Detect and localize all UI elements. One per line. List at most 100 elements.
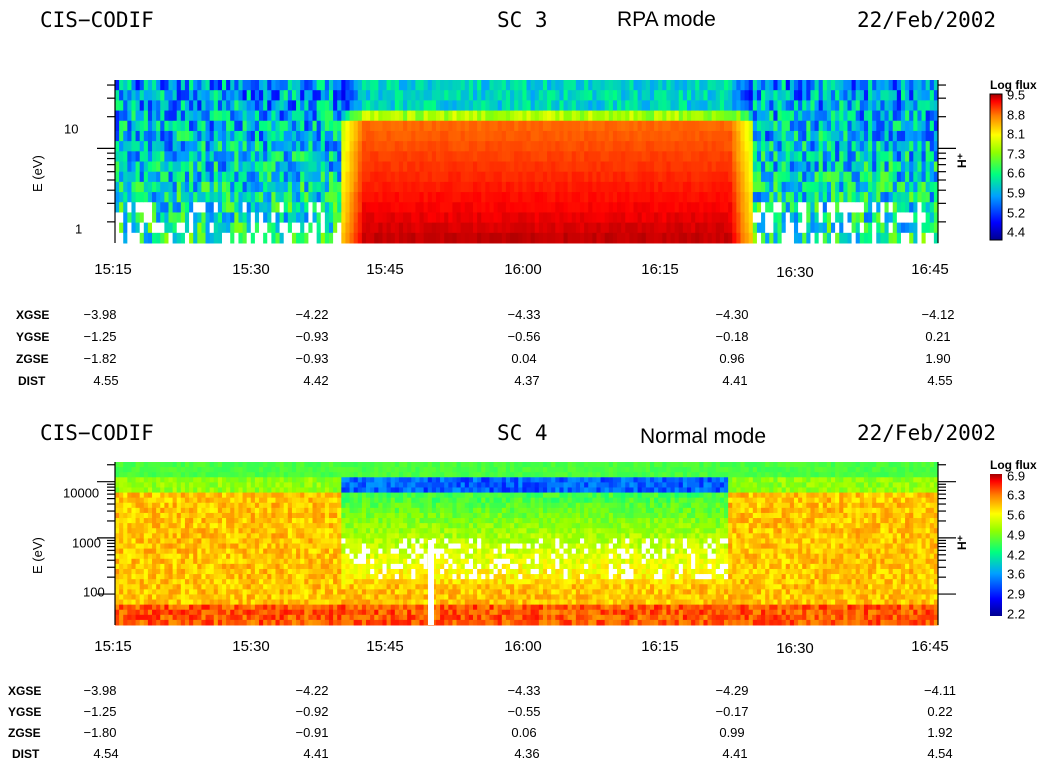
spectrogram-cell [826, 171, 832, 183]
spectrogram-cell [324, 619, 330, 626]
spectrogram-cell [423, 100, 429, 112]
spectrogram-cell [263, 584, 268, 590]
spectrogram-cell [608, 90, 614, 101]
spectrogram-cell [300, 512, 305, 519]
spectrogram-cell [522, 141, 527, 152]
spectrogram-cell [641, 120, 647, 132]
spectrogram-cell [283, 181, 289, 193]
spectrogram-cell [547, 90, 552, 101]
spectrogram-cell [333, 171, 338, 183]
spectrogram-cell [341, 487, 346, 494]
spectrogram-cell [460, 90, 466, 101]
spectrogram-cell [892, 130, 898, 142]
spectrogram-cell [715, 120, 721, 132]
spectrogram-cell [328, 477, 334, 483]
spectrogram-cell [814, 212, 820, 224]
spectrogram-cell [291, 90, 297, 101]
spectrogram-cell [209, 619, 215, 626]
spectrogram-cell [460, 80, 466, 91]
spectrogram-cell [143, 584, 149, 590]
spectrogram-cell [127, 599, 132, 606]
spectrogram-cell [316, 90, 322, 101]
spectrogram-cell [324, 568, 330, 575]
spectrogram-cell [308, 100, 314, 112]
spectrogram-cell [584, 181, 589, 193]
spectrogram-cell [300, 110, 305, 122]
spectrogram-cell [724, 120, 729, 132]
spectrogram-cell [226, 487, 231, 494]
spectrogram-cell [312, 151, 318, 162]
spectrogram-cell [156, 518, 161, 524]
spectrogram-cell [189, 181, 194, 193]
spectrogram-cell [370, 212, 375, 224]
spectrogram-cell [440, 192, 445, 203]
spectrogram-cell [291, 222, 297, 234]
spectrogram-cell [168, 579, 174, 585]
spectrogram-cell [390, 202, 396, 213]
spectrogram-cell [316, 232, 322, 244]
spectrogram-cell [156, 161, 161, 173]
spectrogram-cell [164, 487, 169, 494]
spectrogram-cell [316, 192, 322, 203]
spectrogram-cell [756, 120, 762, 132]
spectrogram-cell [880, 90, 886, 101]
spectrogram-cell [217, 558, 223, 565]
spectrogram-cell [221, 584, 227, 590]
spectrogram-cell [929, 110, 935, 122]
spectrogram-cell [810, 151, 816, 162]
spectrogram-cell [320, 568, 326, 575]
spectrogram-cell [328, 141, 334, 152]
spectrogram-cell [279, 120, 285, 132]
spectrogram-cell [172, 477, 178, 483]
spectrogram-cell [333, 462, 338, 468]
spectrogram-cell [180, 619, 186, 626]
spectrogram-cell [933, 80, 939, 91]
spectrogram-cell [798, 100, 803, 112]
spectrogram-cell [139, 467, 145, 473]
spectrogram-cell [123, 518, 128, 524]
spectrogram-cell [234, 512, 239, 519]
spectrogram-cell [398, 90, 404, 101]
spectrogram-cell [143, 120, 149, 132]
spectrogram-cell [254, 548, 260, 555]
spectrogram-cell [777, 222, 783, 234]
spectrogram-cell [563, 151, 569, 162]
spectrogram-cell [156, 584, 161, 590]
spectrogram-cell [555, 202, 560, 213]
spectrogram-cell [180, 507, 186, 514]
spectrogram-cell [271, 609, 276, 616]
spectrogram-cell [250, 502, 256, 509]
spectrogram-cell [242, 599, 248, 606]
spectrogram-cell [510, 161, 515, 173]
spectrogram-cell [370, 120, 375, 132]
spectrogram-cell [765, 232, 770, 244]
spectrogram-cell [802, 171, 807, 183]
spectrogram-cell [695, 161, 700, 173]
spectrogram-cell [542, 202, 548, 213]
spectrogram-cell [608, 100, 614, 112]
spectrogram-cell [724, 90, 729, 101]
spectrogram-cell [579, 212, 585, 224]
spectrogram-cell [135, 614, 141, 621]
spectrogram-cell [542, 232, 548, 244]
spectrogram-cell [921, 202, 927, 213]
spectrogram-cell [781, 151, 787, 162]
spectrogram-cell [304, 518, 309, 524]
spectrogram-cell [736, 171, 741, 183]
spectrogram-cell [822, 80, 828, 91]
spectrogram-cell [637, 161, 643, 173]
spectrogram-cell [691, 171, 696, 183]
spectrogram-cell [728, 212, 733, 224]
spectrogram-cell [913, 232, 918, 244]
spectrogram-cell [213, 502, 219, 509]
spectrogram-cell [571, 171, 577, 183]
spectrogram-cell [291, 202, 297, 213]
spectrogram-cell [464, 100, 470, 112]
spectrogram-cell [703, 202, 709, 213]
spectrogram-cell [254, 232, 260, 244]
spectrogram-cell [394, 212, 400, 224]
spectrogram-cell [259, 614, 264, 621]
spectrogram-cell [147, 171, 153, 183]
spectrogram-cell [905, 80, 910, 91]
spectrogram-cell [242, 502, 248, 509]
